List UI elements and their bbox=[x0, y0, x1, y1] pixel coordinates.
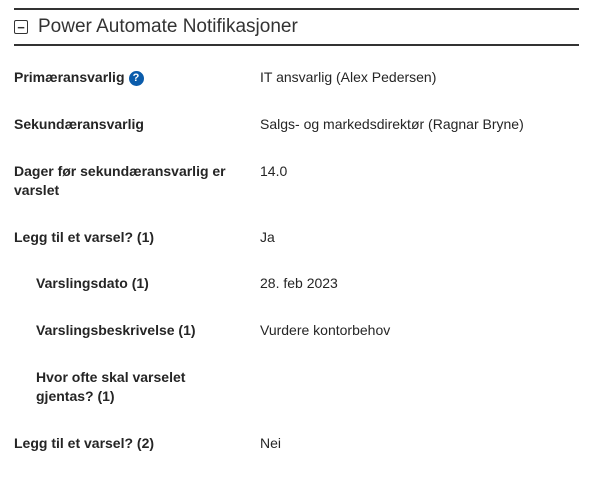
field-label: Primæransvarlig? bbox=[14, 68, 260, 87]
collapse-icon[interactable]: − bbox=[14, 20, 28, 34]
field-value: IT ansvarlig (Alex Pedersen) bbox=[260, 68, 579, 87]
field-row-alert-date-1: Varslingsdato (1) 28. feb 2023 bbox=[14, 274, 579, 293]
field-row-alert-description-1: Varslingsbeskrivelse (1) Vurdere kontorb… bbox=[14, 321, 579, 340]
field-label: Legg til et varsel? (2) bbox=[14, 434, 260, 453]
field-value: Vurdere kontorbehov bbox=[260, 321, 579, 340]
field-value: Salgs- og markedsdirektør (Ragnar Bryne) bbox=[260, 115, 579, 134]
field-value: 14.0 bbox=[260, 162, 579, 181]
field-row-alert-repeat-1: Hvor ofte skal varselet gjentas? (1) bbox=[14, 368, 579, 406]
field-label: Varslingsbeskrivelse (1) bbox=[14, 321, 260, 340]
field-value: Ja bbox=[260, 228, 579, 247]
label-text: Primæransvarlig bbox=[14, 69, 125, 85]
section-header: − Power Automate Notifikasjoner bbox=[14, 8, 579, 46]
field-row-add-alert-2: Legg til et varsel? (2) Nei bbox=[14, 434, 579, 453]
field-value: 28. feb 2023 bbox=[260, 274, 579, 293]
section-title: Power Automate Notifikasjoner bbox=[38, 16, 298, 38]
field-label: Sekundæransvarlig bbox=[14, 115, 260, 134]
field-label: Varslingsdato (1) bbox=[14, 274, 260, 293]
field-row-primary-responsible: Primæransvarlig? IT ansvarlig (Alex Pede… bbox=[14, 68, 579, 87]
field-row-secondary-responsible: Sekundæransvarlig Salgs- og markedsdirek… bbox=[14, 115, 579, 134]
help-icon[interactable]: ? bbox=[129, 71, 144, 86]
field-label: Hvor ofte skal varselet gjentas? (1) bbox=[14, 368, 260, 406]
field-label: Dager før sekundæransvarlig er varslet bbox=[14, 162, 260, 200]
field-row-days-before-secondary: Dager før sekundæransvarlig er varslet 1… bbox=[14, 162, 579, 200]
field-value: Nei bbox=[260, 434, 579, 453]
field-row-add-alert-1: Legg til et varsel? (1) Ja bbox=[14, 228, 579, 247]
field-label: Legg til et varsel? (1) bbox=[14, 228, 260, 247]
